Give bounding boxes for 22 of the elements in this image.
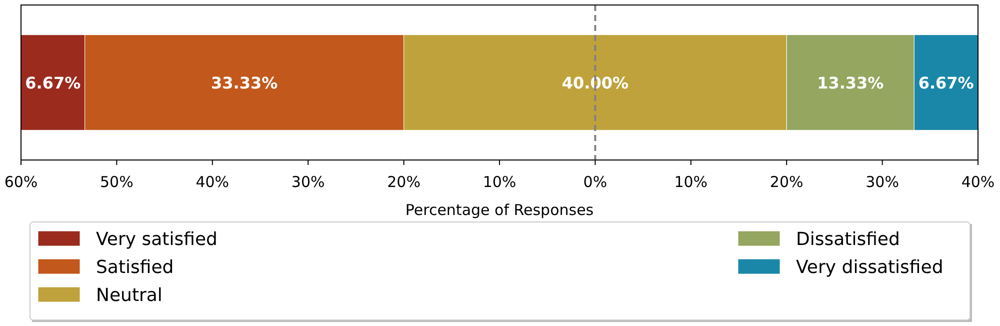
- data-label: 6.67%: [918, 74, 974, 92]
- data-label: 13.33%: [817, 74, 884, 92]
- x-tick-label: 10%: [482, 173, 516, 191]
- data-label: 6.67%: [25, 74, 81, 92]
- x-tick-label: 50%: [100, 173, 134, 191]
- legend-label: Very dissatisfied: [796, 257, 944, 278]
- x-tick-label: 40%: [196, 173, 230, 191]
- x-tick-label: 40%: [961, 173, 995, 191]
- x-tick-label: 0%: [583, 173, 608, 191]
- legend-label: Very satisfied: [96, 229, 218, 250]
- x-tick-label: 30%: [866, 173, 899, 191]
- data-label: 40.00%: [562, 74, 629, 92]
- legend-label: Neutral: [96, 285, 162, 306]
- legend-label: Satisfied: [96, 257, 174, 278]
- x-axis-title: Percentage of Responses: [405, 201, 594, 219]
- data-label: 33.33%: [210, 74, 278, 92]
- x-tick-label: 10%: [674, 173, 708, 191]
- x-tick-label: 60%: [4, 173, 38, 191]
- x-tick-label: 20%: [770, 173, 804, 191]
- legend-label: Dissatisfied: [796, 229, 900, 250]
- x-tick-label: 20%: [387, 173, 420, 191]
- x-tick-label: 30%: [291, 173, 325, 191]
